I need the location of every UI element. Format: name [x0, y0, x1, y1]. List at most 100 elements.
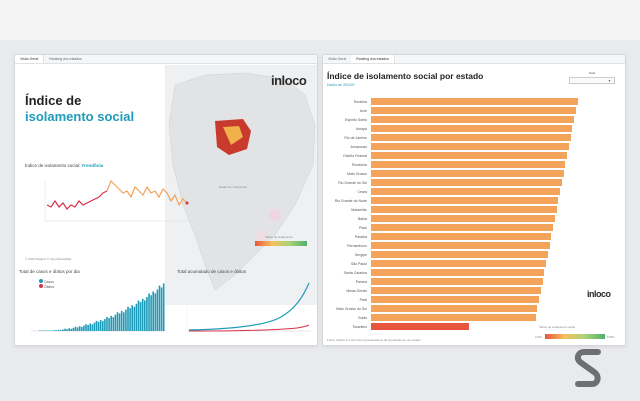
state-label: Espírito Santo	[345, 117, 367, 122]
state-bar-row[interactable]: Paraná	[323, 277, 543, 286]
state-bar[interactable]	[371, 179, 562, 186]
state-bar-row[interactable]: Minas Gerais	[323, 286, 541, 295]
cumulative-chart[interactable]	[177, 277, 315, 337]
tab-ranking[interactable]: Ranking dos estados	[351, 55, 395, 63]
cases-bar	[160, 287, 163, 331]
state-bar-row[interactable]: Pará	[323, 295, 539, 304]
state-bar[interactable]	[371, 170, 564, 177]
state-bar[interactable]	[371, 314, 536, 321]
ranking-dashboard-panel: Visão Geral Ranking dos estados Índice d…	[322, 54, 626, 346]
state-bar[interactable]	[371, 305, 537, 312]
cases-bar	[112, 317, 115, 331]
state-bar[interactable]	[371, 116, 574, 123]
state-label: Distrito Federal	[343, 153, 367, 158]
state-bar[interactable]	[371, 152, 567, 159]
cases-per-day-chart[interactable]	[19, 277, 169, 337]
state-bar-row[interactable]: Tocantins	[323, 322, 469, 331]
map-caption: Dados de isolamento	[219, 185, 248, 189]
cases-bar	[64, 328, 66, 331]
state-bar-row[interactable]: Amapá	[323, 124, 572, 133]
state-bar-row[interactable]: São Paulo	[323, 259, 546, 268]
map-legend-label: Índice de isolamento	[265, 235, 293, 239]
state-bar[interactable]	[371, 242, 550, 249]
brazil-map[interactable]	[165, 65, 318, 305]
state-bar-row[interactable]: Goiás	[323, 313, 536, 322]
state-bar[interactable]	[371, 224, 553, 231]
state-bar-row[interactable]: Roraima	[323, 97, 578, 106]
state-bar-row[interactable]: Amazonas	[323, 142, 569, 151]
cases-bar	[43, 330, 45, 331]
state-label: Piauí	[359, 225, 367, 230]
cases-bar	[97, 321, 100, 331]
state-bar-row[interactable]: Maranhão	[323, 205, 557, 214]
state-bar-row[interactable]: Acre	[323, 106, 576, 115]
state-bar[interactable]	[371, 197, 558, 204]
cases-bar	[49, 330, 52, 331]
cases-bar	[152, 291, 154, 331]
state-bar[interactable]	[371, 161, 565, 168]
cases-bar	[129, 308, 131, 331]
cases-bar	[137, 300, 140, 331]
state-label: Tocantins	[352, 324, 367, 329]
state-bar[interactable]	[371, 98, 578, 105]
state-label: Maranhão	[351, 207, 367, 212]
state-label: Minas Gerais	[346, 288, 367, 293]
state-bar-row[interactable]: Ceará	[323, 187, 560, 196]
state-bar-row[interactable]: Rio Grande do Sul	[323, 178, 562, 187]
legend-gradient	[545, 334, 605, 339]
state-label: Pernambuco	[347, 243, 367, 248]
selected-state-tag: #rondônia	[81, 163, 104, 168]
state-bar-row[interactable]: Espírito Santo	[323, 115, 574, 124]
cases-bar	[93, 322, 96, 331]
state-bar[interactable]	[371, 269, 544, 276]
state-bar-row[interactable]: Paraíba	[323, 232, 551, 241]
state-label: Paraíba	[354, 234, 367, 239]
state-bar[interactable]	[371, 278, 543, 285]
cases-bar	[83, 325, 85, 331]
state-bar-row[interactable]: Mato Grosso	[323, 169, 564, 178]
state-label: Bahia	[358, 216, 367, 221]
cases-bar	[74, 326, 77, 331]
date-filter-dropdown[interactable]: ▼	[569, 77, 615, 84]
state-bar[interactable]	[371, 323, 469, 330]
state-bar[interactable]	[371, 188, 560, 195]
state-bar-row[interactable]: Bahia	[323, 214, 555, 223]
state-bar-row[interactable]: Rio de Janeiro	[323, 133, 571, 142]
cases-bar	[106, 316, 108, 331]
chevron-down-icon: ▼	[608, 79, 611, 83]
state-bar[interactable]	[371, 143, 569, 150]
tab-overview[interactable]: Visão Geral	[15, 55, 45, 63]
state-bar-row[interactable]: Rondônia	[323, 160, 565, 169]
isolation-line-chart[interactable]	[23, 171, 193, 227]
state-bar[interactable]	[371, 125, 572, 132]
state-bar[interactable]	[371, 251, 548, 258]
state-bar[interactable]	[371, 134, 571, 141]
state-bar[interactable]	[371, 296, 539, 303]
cases-bar	[158, 285, 161, 331]
cases-bar	[47, 330, 49, 331]
state-bar-row[interactable]: Mato Grosso do Sul	[323, 304, 537, 313]
state-bar-row[interactable]: Distrito Federal	[323, 151, 567, 160]
state-label: Goiás	[357, 315, 367, 320]
state-bar-row[interactable]: Rio Grande do Norte	[323, 196, 558, 205]
state-bar[interactable]	[371, 206, 557, 213]
tab-overview[interactable]: Visão Geral	[328, 57, 347, 61]
state-bar-row[interactable]: Piauí	[323, 223, 553, 232]
state-label: Amazonas	[350, 144, 367, 149]
state-label: Sergipe	[354, 252, 367, 257]
state-bar-row[interactable]: Sergipe	[323, 250, 548, 259]
state-label: Roraima	[353, 99, 367, 104]
state-bar-row[interactable]: Pernambuco	[323, 241, 550, 250]
state-label: São Paulo	[350, 261, 367, 266]
state-bar[interactable]	[371, 215, 555, 222]
state-bar[interactable]	[371, 233, 551, 240]
cases-bar	[81, 326, 83, 331]
cases-bar	[70, 328, 73, 331]
state-bar-row[interactable]: Santa Catarina	[323, 268, 544, 277]
cases-bar	[66, 329, 68, 331]
state-bar[interactable]	[371, 107, 576, 114]
cases-bar	[41, 330, 43, 331]
tab-ranking[interactable]: Ranking dos estados	[49, 57, 82, 61]
state-bar[interactable]	[371, 287, 541, 294]
state-bar[interactable]	[371, 260, 546, 267]
